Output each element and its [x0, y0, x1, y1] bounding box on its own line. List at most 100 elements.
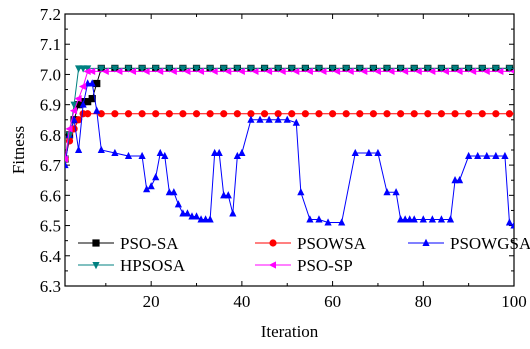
data-point: [455, 67, 463, 76]
data-point: [75, 145, 83, 153]
data-point: [451, 110, 459, 118]
data-point: [410, 65, 418, 73]
data-point: [369, 65, 378, 73]
data-point: [482, 67, 490, 76]
x-tick-label: 40: [233, 292, 250, 311]
data-point: [451, 176, 459, 184]
data-point: [428, 67, 436, 76]
data-point: [397, 215, 405, 223]
data-point: [492, 110, 500, 118]
data-point: [374, 148, 382, 157]
legend-marker: [92, 239, 100, 247]
legend-label: PSO-SP: [297, 256, 353, 275]
data-point: [88, 79, 96, 87]
data-point: [111, 110, 119, 118]
x-tick-label: 80: [415, 292, 432, 311]
data-point: [124, 110, 133, 118]
data-point: [360, 67, 368, 76]
data-point: [342, 65, 350, 73]
data-point: [351, 148, 359, 157]
data-point: [501, 151, 509, 160]
series-hpsosa: [65, 65, 514, 164]
y-tick-label: 7.0: [40, 65, 61, 84]
data-point: [283, 115, 291, 123]
data-point: [301, 110, 309, 118]
data-point: [356, 65, 364, 73]
legend-entry: PSOWGSA: [408, 234, 530, 253]
data-point: [274, 65, 282, 73]
data-point: [251, 67, 259, 76]
data-point: [206, 215, 214, 223]
data-point: [292, 118, 300, 126]
data-point: [305, 67, 313, 76]
data-point: [233, 151, 241, 160]
data-point: [79, 65, 87, 73]
data-point: [165, 188, 173, 196]
data-point: [383, 188, 391, 196]
data-point: [406, 215, 414, 223]
data-point: [124, 65, 133, 73]
data-point: [206, 65, 214, 73]
data-point: [165, 65, 173, 73]
data-point: [179, 209, 187, 217]
data-point: [220, 110, 228, 118]
data-point: [397, 65, 405, 73]
data-point: [97, 145, 105, 153]
data-point: [297, 188, 305, 196]
data-point: [93, 79, 101, 88]
data-point: [201, 215, 210, 223]
data-point: [505, 110, 514, 118]
data-point: [288, 110, 296, 118]
legend-entry: PSO-SP: [255, 256, 353, 275]
data-point: [478, 110, 486, 118]
data-point: [256, 115, 264, 123]
data-point: [147, 182, 155, 190]
data-point: [174, 200, 182, 208]
data-point: [70, 101, 78, 109]
series-psowgsa: [65, 79, 514, 229]
data-point: [437, 110, 446, 118]
data-point: [478, 65, 486, 73]
legend-label: PSOWGSA: [450, 234, 530, 253]
data-point: [292, 67, 300, 76]
legend: PSO-SA PSOWSA PSOWGSA HPSOSA PSO-SP: [78, 234, 530, 275]
data-point: [74, 95, 82, 103]
data-point: [84, 65, 92, 73]
data-point: [410, 110, 418, 118]
data-point: [143, 185, 151, 193]
legend-marker: [269, 239, 277, 247]
data-point: [101, 67, 109, 76]
data-point: [315, 65, 323, 73]
data-point: [483, 151, 491, 160]
data-point: [220, 191, 228, 199]
data-point: [356, 110, 364, 118]
data-point: [301, 65, 309, 73]
data-point: [97, 110, 105, 118]
data-point: [220, 65, 228, 73]
data-point: [165, 110, 173, 118]
data-point: [400, 67, 409, 76]
data-point: [65, 131, 74, 140]
data-point: [88, 95, 96, 103]
data-point: [392, 188, 400, 196]
data-point: [152, 110, 160, 118]
data-point: [315, 110, 323, 118]
y-tick-label: 7.1: [40, 35, 61, 54]
data-point: [124, 151, 133, 160]
data-point: [505, 218, 514, 226]
data-point: [115, 67, 123, 76]
data-point: [338, 218, 346, 226]
data-point: [383, 110, 391, 118]
data-point: [183, 67, 191, 76]
data-point: [192, 212, 201, 220]
data-point: [373, 67, 381, 76]
data-point: [138, 110, 146, 118]
data-point: [138, 151, 146, 160]
data-point: [260, 110, 269, 118]
data-point: [260, 65, 269, 73]
data-point: [84, 110, 92, 118]
data-point: [319, 67, 327, 76]
data-point: [65, 125, 73, 133]
data-point: [192, 65, 201, 73]
